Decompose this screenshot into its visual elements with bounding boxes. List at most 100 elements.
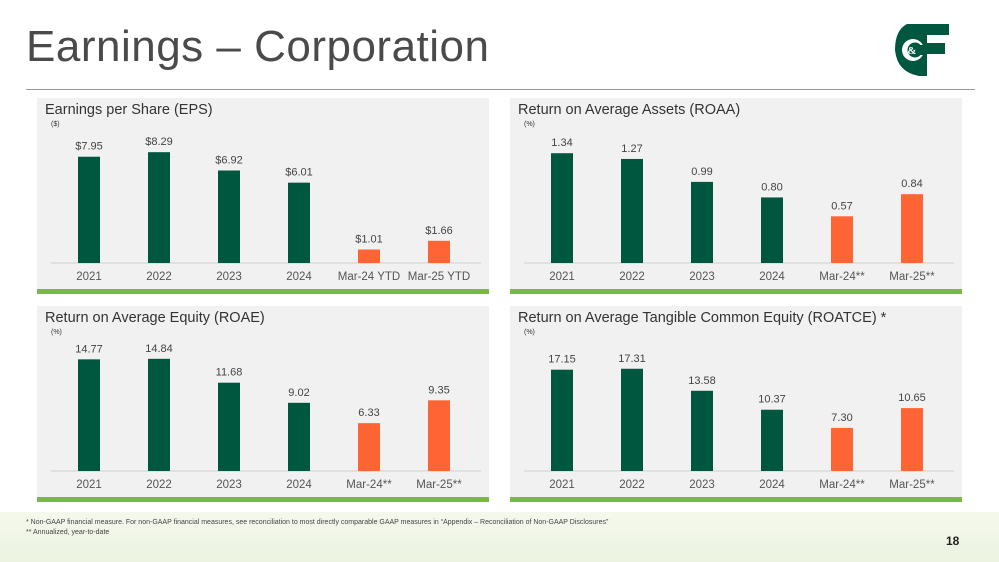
bar-mar-24 — [358, 423, 380, 471]
bar-mar-24 — [831, 216, 853, 263]
bar-2022 — [148, 152, 170, 263]
bar-2022 — [621, 368, 643, 471]
bar-2024 — [288, 182, 310, 263]
bar-mar-25 — [428, 400, 450, 471]
data-label-2021: 14.77 — [75, 343, 103, 355]
data-label-mar-25: 9.35 — [428, 384, 449, 396]
tick-label-2022: 2022 — [619, 271, 645, 283]
bar-2023 — [691, 181, 713, 263]
accent-strip — [37, 289, 489, 294]
data-label-2023: $6.92 — [215, 154, 243, 166]
data-label-2022: 17.31 — [618, 353, 646, 365]
data-label-2024: 9.02 — [288, 387, 309, 399]
data-label-2024: 10.37 — [758, 394, 786, 406]
tick-label-mar-25-ytd: Mar-25 YTD — [408, 271, 470, 283]
footnote-non-gaap: * Non-GAAP financial measure. For non-GA… — [26, 519, 609, 526]
roaa-chart: 1.34 2021 1.27 2022 0.99 2023 0.80 2024 0.57 Mar-… — [524, 137, 954, 283]
data-label-2022: $8.29 — [145, 136, 173, 148]
chart-unit: ($) — [51, 121, 60, 128]
bar-2024 — [288, 402, 310, 471]
bar-mar-25 — [901, 194, 923, 263]
bar-2022 — [621, 158, 643, 263]
data-label-2021: 17.15 — [548, 354, 576, 366]
tick-label-2022: 2022 — [146, 479, 172, 491]
tick-label-mar-24-ytd: Mar-24 YTD — [338, 271, 400, 283]
bar-2021 — [78, 359, 100, 471]
tick-label-2022: 2022 — [146, 271, 172, 283]
data-label-mar-24: 0.57 — [831, 200, 852, 212]
tick-label-2023: 2023 — [216, 271, 242, 283]
eps-chart: $7.95 2021 $8.29 2022 $6.92 2023 $6.01 2024 $1.0… — [51, 136, 481, 283]
tick-label-2021: 2021 — [76, 271, 102, 283]
page-title: Earnings – Corporation — [26, 22, 490, 71]
bar-2021 — [551, 153, 573, 263]
chart-unit: (%) — [524, 329, 535, 336]
tick-label-2021: 2021 — [549, 479, 575, 491]
bar-mar-25-ytd — [428, 240, 450, 263]
data-label-2021: $7.95 — [75, 141, 103, 153]
bar-2024 — [761, 197, 783, 263]
bar-2023 — [218, 382, 240, 471]
chart-panel-roae: Return on Average Equity (ROAE) (%) 14.7… — [37, 306, 489, 502]
tick-label-mar-24: Mar-24** — [346, 479, 392, 491]
tick-label-2022: 2022 — [619, 479, 645, 491]
chart-panel-eps: Earnings per Share (EPS) ($) $7.95 2021 $8… — [37, 98, 489, 294]
accent-strip — [37, 497, 489, 502]
data-label-2021: 1.34 — [551, 137, 572, 149]
chart-unit: (%) — [51, 329, 62, 336]
roae-chart: 14.77 2021 14.84 2022 11.68 2023 9.02 2024 6.33 M… — [51, 343, 481, 491]
data-label-2022: 1.27 — [621, 143, 642, 155]
data-label-mar-25-ytd: $1.66 — [425, 225, 453, 237]
tick-label-2023: 2023 — [689, 479, 715, 491]
footnote-annualized: ** Annualized, year-to-date — [26, 529, 110, 536]
accent-strip — [510, 289, 962, 294]
tick-label-mar-24: Mar-24** — [819, 271, 865, 283]
data-label-2023: 0.99 — [691, 166, 712, 178]
bar-mar-25 — [901, 408, 923, 471]
tick-label-2023: 2023 — [689, 271, 715, 283]
tick-label-2024: 2024 — [286, 479, 312, 491]
bar-2024 — [761, 409, 783, 471]
data-label-2023: 13.58 — [688, 375, 716, 387]
data-label-mar-25: 10.65 — [898, 392, 926, 404]
data-label-2023: 11.68 — [216, 367, 243, 379]
logo-ampersand: & — [907, 45, 916, 57]
tick-label-mar-25: Mar-25** — [889, 271, 935, 283]
bar-2021 — [78, 156, 100, 263]
bar-2023 — [218, 170, 240, 263]
tick-label-2021: 2021 — [76, 479, 102, 491]
tick-label-2024: 2024 — [759, 479, 785, 491]
chart-title: Return on Average Equity (ROAE) — [45, 310, 265, 326]
cf-logo-icon: & — [895, 24, 949, 76]
data-label-mar-24-ytd: $1.01 — [355, 233, 383, 245]
tick-label-2024: 2024 — [286, 271, 312, 283]
data-label-mar-24: 6.33 — [358, 407, 379, 419]
chart-title: Return on Average Assets (ROAA) — [518, 102, 741, 118]
data-label-mar-24: 7.30 — [831, 412, 852, 424]
footer-band — [0, 512, 999, 562]
bar-2022 — [148, 358, 170, 471]
data-label-2024: $6.01 — [285, 167, 313, 179]
chart-title: Earnings per Share (EPS) — [45, 102, 213, 118]
chart-title: Return on Average Tangible Common Equity… — [518, 310, 887, 326]
bar-2021 — [551, 369, 573, 471]
chart-unit: (%) — [524, 121, 535, 128]
roatce-chart: 17.15 2021 17.31 2022 13.58 2023 10.37 2024 7.30… — [524, 353, 954, 491]
data-label-mar-25: 0.84 — [901, 178, 922, 190]
page-number: 18 — [946, 534, 960, 548]
bar-mar-24 — [831, 427, 853, 471]
bar-2023 — [691, 390, 713, 471]
tick-label-2021: 2021 — [549, 271, 575, 283]
tick-label-mar-25: Mar-25** — [889, 479, 935, 491]
data-label-2024: 0.80 — [761, 181, 782, 193]
tick-label-2023: 2023 — [216, 479, 242, 491]
tick-label-mar-24: Mar-24** — [819, 479, 865, 491]
accent-strip — [510, 497, 962, 502]
bar-mar-24-ytd — [358, 249, 380, 263]
tick-label-mar-25: Mar-25** — [416, 479, 462, 491]
data-label-2022: 14.84 — [145, 343, 173, 355]
chart-panel-roaa: Return on Average Assets (ROAA) (%) 1.34… — [510, 98, 962, 294]
tick-label-2024: 2024 — [759, 271, 785, 283]
chart-panel-roatce: Return on Average Tangible Common Equity… — [510, 306, 962, 502]
title-divider — [26, 89, 975, 90]
